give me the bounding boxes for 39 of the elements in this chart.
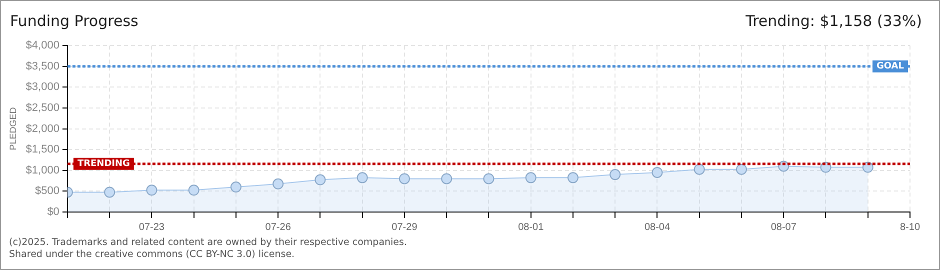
point [188,184,200,196]
text: (c)2025. Trademarks and related content are owned by their respective companies. [9,237,407,249]
y-tick-label: $3,000 [26,81,60,94]
point [398,173,410,184]
ref-line-label: GOAL [876,62,904,72]
point [525,172,536,184]
x-tick-label: 07-23 [138,222,165,233]
y-tick-label: $4,000 [26,40,60,52]
point [314,174,326,186]
text: Shared under the creative commons (CC BY-NC 3.0) license. [9,249,296,261]
point [567,172,578,184]
point [441,173,452,184]
x-tick-label: 08-04 [644,222,670,233]
x-tick-label: 07-29 [392,222,418,233]
point [230,182,242,193]
point [356,172,368,184]
y-tick-label: $3,500 [26,60,60,72]
y-tick-label: $0 [47,206,60,218]
point [104,186,116,198]
point [694,164,705,175]
y-tick-label: $500 [34,185,60,198]
point [610,169,621,180]
point [652,166,663,178]
ref-line-label: TRENDING [77,159,130,170]
y-tick-label: $1,000 [26,164,60,176]
x-tick-label: 8-10 [900,222,920,233]
point [736,164,747,175]
x-tick-label: 08-01 [518,222,544,233]
x-tick-label: 07-26 [265,222,292,233]
point [272,178,284,190]
chart-subtitle: Trending: $1,158 (33%) [746,12,922,30]
y-tick-label: $2,000 [26,122,60,135]
y-axis-title: PLEDGED [8,106,18,150]
point [146,184,158,196]
y-tick-label: $2,500 [26,102,60,114]
x-tick-label: 08-07 [770,222,797,233]
y-tick-label: $1,500 [26,144,60,156]
point [483,173,494,184]
chart-title: Funding Progress [10,12,138,30]
